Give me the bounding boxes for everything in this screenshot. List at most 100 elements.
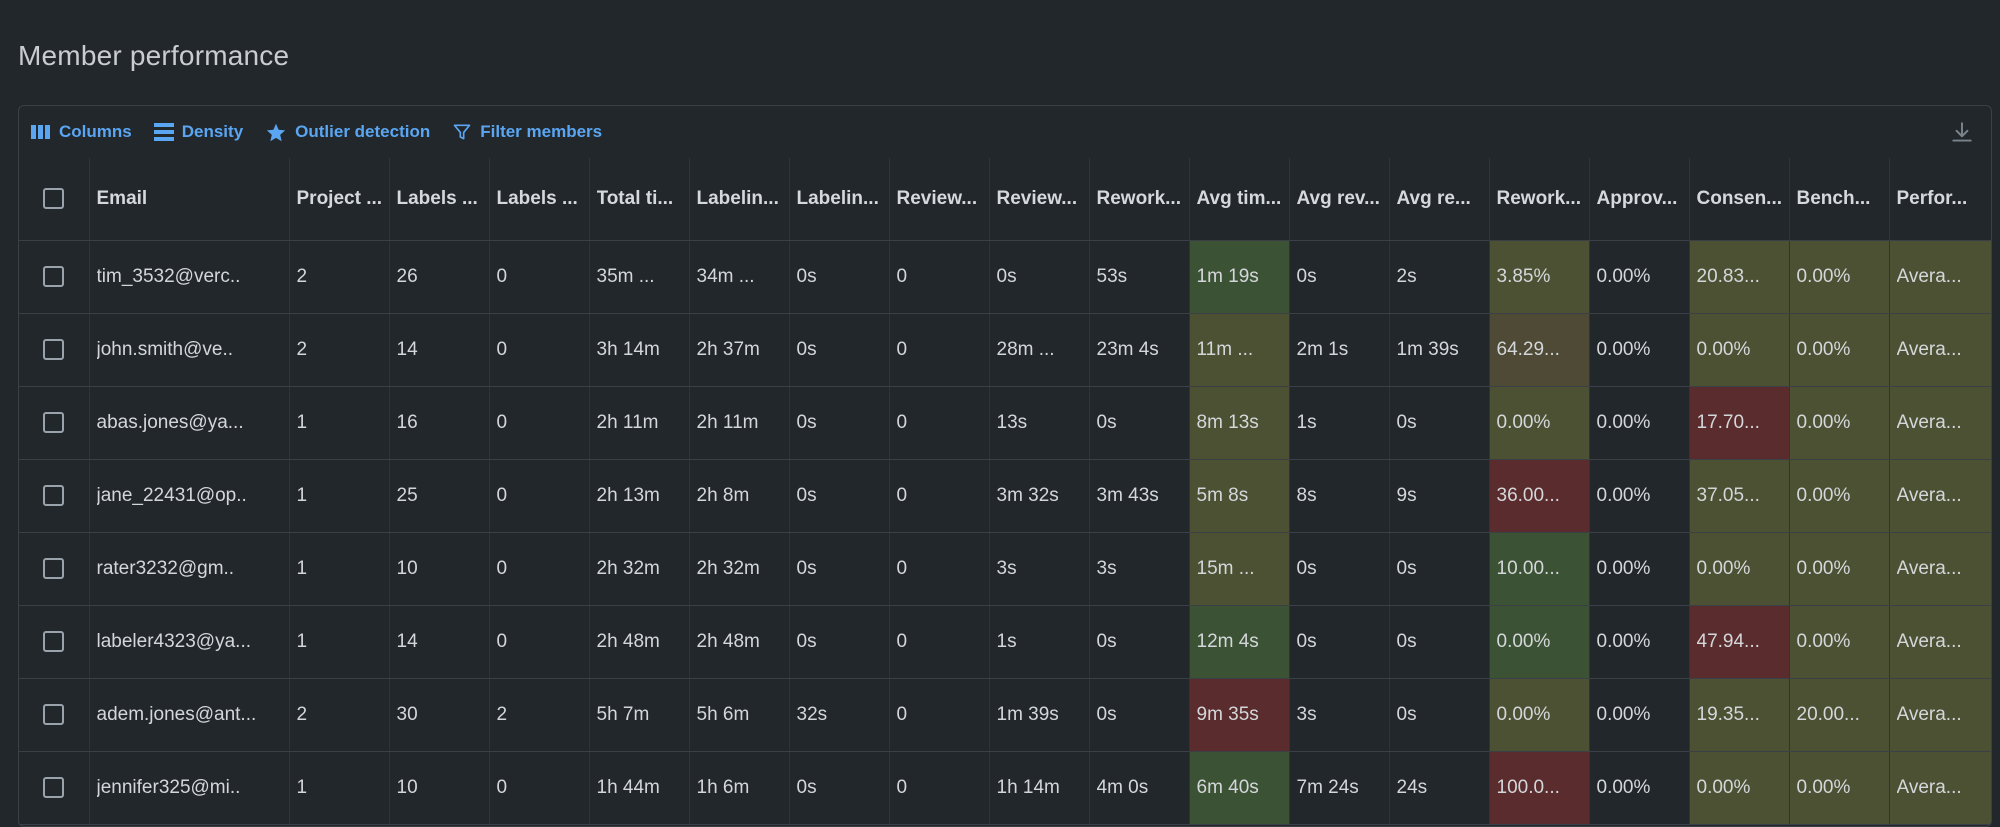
table-cell: 8m 13s	[1189, 386, 1290, 460]
table-row[interactable]: abas.jones@ya... 1 16 0 2h 11m 2h 11m 0s 0 13s 0s…	[19, 386, 1991, 460]
download-button[interactable]	[1949, 120, 1975, 151]
table-cell: Avera...	[1889, 532, 1991, 606]
outlier-detection-button[interactable]: Outlier detection	[265, 122, 430, 143]
table-cell: 0.00%	[1789, 459, 1890, 533]
cell-value: 2	[296, 704, 308, 725]
select-all-checkbox[interactable]	[19, 158, 90, 241]
cell-value: 0s	[796, 777, 817, 798]
column-header-label: Review...	[996, 188, 1078, 209]
cell-value: 0	[896, 704, 908, 725]
column-header[interactable]: Total ti...	[589, 158, 690, 241]
table-cell: 0.00%	[1589, 240, 1690, 314]
table-cell: 26	[389, 240, 490, 314]
table-cell: 2	[489, 678, 590, 752]
column-header[interactable]: Rework...	[1089, 158, 1190, 241]
column-header[interactable]: Avg re...	[1389, 158, 1490, 241]
table-row[interactable]: jane_22431@op.. 1 25 0 2h 13m 2h 8m 0s 0 3m 32s 3…	[19, 459, 1991, 533]
cell-value: 0.00%	[1496, 704, 1551, 725]
table-cell: 16	[389, 386, 490, 460]
row-checkbox[interactable]	[19, 605, 90, 679]
cell-value: 1h 14m	[996, 777, 1060, 798]
column-header[interactable]: Project ...	[289, 158, 390, 241]
row-checkbox[interactable]	[19, 313, 90, 387]
column-header[interactable]: Rework...	[1489, 158, 1590, 241]
cell-value: 0.00%	[1596, 631, 1651, 652]
column-header[interactable]: Approv...	[1589, 158, 1690, 241]
table-header-row: Email Project ... Labels ... Labels ... Tota…	[19, 158, 1991, 241]
table-cell: 0.00%	[1589, 386, 1690, 460]
table-cell: 0s	[789, 313, 890, 387]
cell-value: 7m 24s	[1296, 777, 1359, 798]
column-header[interactable]: Consen...	[1689, 158, 1790, 241]
table-cell: 2h 32m	[689, 532, 790, 606]
cell-value: 0s	[1296, 266, 1317, 287]
cell-value: 26	[396, 266, 418, 287]
row-checkbox[interactable]	[19, 678, 90, 752]
table-cell: 0.00%	[1589, 532, 1690, 606]
column-header[interactable]: Avg tim...	[1189, 158, 1290, 241]
cell-value: 0.00%	[1796, 777, 1851, 798]
table-row[interactable]: adem.jones@ant... 2 30 2 5h 7m 5h 6m 32s 0 1m 39…	[19, 678, 1991, 752]
table-row[interactable]: tim_3532@verc.. 2 26 0 35m ... 34m ... 0s 0 0s 53…	[19, 240, 1991, 314]
density-button[interactable]: Density	[153, 122, 243, 142]
table-row[interactable]: labeler4323@ya... 1 14 0 2h 48m 2h 48m 0s 0 1s 0s…	[19, 605, 1991, 679]
filter-members-label: Filter members	[480, 122, 603, 141]
table-cell: 0s	[789, 240, 890, 314]
cell-value: 10	[396, 777, 418, 798]
column-header[interactable]: Labelin...	[689, 158, 790, 241]
column-header[interactable]: Perfor...	[1889, 158, 1991, 241]
column-header[interactable]: Bench...	[1789, 158, 1890, 241]
cell-value: 0	[896, 631, 908, 652]
cell-value: 0.00%	[1796, 412, 1851, 433]
column-header[interactable]: Labels ...	[489, 158, 590, 241]
columns-button[interactable]: Columns	[31, 122, 132, 142]
table-row[interactable]: john.smith@ve.. 2 14 0 3h 14m 2h 37m 0s 0 28m ..…	[19, 313, 1991, 387]
column-header[interactable]: Labels ...	[389, 158, 490, 241]
column-header[interactable]: Email	[89, 158, 290, 241]
checkbox-icon	[43, 266, 65, 288]
cell-value: 19.35...	[1696, 704, 1760, 725]
filter-members-button[interactable]: Filter members	[452, 122, 602, 142]
table-cell: 0s	[1389, 605, 1490, 679]
table-row[interactable]: jennifer325@mi.. 1 10 0 1h 44m 1h 6m 0s 0 1h 14m…	[19, 751, 1991, 825]
cell-value: 0s	[1396, 412, 1417, 433]
table-cell: 36.00...	[1489, 459, 1590, 533]
cell-value: 9s	[1396, 485, 1417, 506]
table-cell: 5h 7m	[589, 678, 690, 752]
row-checkbox[interactable]	[19, 751, 90, 825]
table-cell: 0.00%	[1589, 313, 1690, 387]
table-cell: 0s	[789, 751, 890, 825]
row-checkbox[interactable]	[19, 459, 90, 533]
cell-value: 37.05...	[1696, 485, 1760, 506]
members-table: Email Project ... Labels ... Labels ... Tota…	[19, 158, 1991, 825]
checkbox-icon	[43, 777, 65, 799]
row-checkbox[interactable]	[19, 532, 90, 606]
table-row[interactable]: rater3232@gm.. 1 10 0 2h 32m 2h 32m 0s 0 3s 3s 15m…	[19, 532, 1991, 606]
row-checkbox[interactable]	[19, 386, 90, 460]
cell-value: 15m ...	[1196, 558, 1255, 579]
outlier-detection-label: Outlier detection	[295, 122, 431, 141]
cell-value: 2h 32m	[596, 558, 660, 579]
cell-value: Avera...	[1896, 704, 1962, 725]
column-header-label: Perfor...	[1896, 188, 1968, 209]
column-header-label: Total ti...	[596, 188, 674, 209]
cell-value: 14	[396, 631, 418, 652]
table-cell: 10	[389, 532, 490, 606]
table-cell: 0.00%	[1589, 459, 1690, 533]
cell-value: 0.00%	[1496, 631, 1551, 652]
table-cell: 0.00%	[1789, 386, 1890, 460]
column-header[interactable]: Review...	[989, 158, 1090, 241]
table-cell: 0s	[989, 240, 1090, 314]
table-cell: 1	[289, 605, 390, 679]
column-header[interactable]: Labelin...	[789, 158, 890, 241]
table-cell: 1	[289, 459, 390, 533]
column-header[interactable]: Avg rev...	[1289, 158, 1390, 241]
cell-value: 23m 4s	[1096, 339, 1159, 360]
cell-value: 1m 39s	[1396, 339, 1459, 360]
column-header[interactable]: Review...	[889, 158, 990, 241]
row-checkbox[interactable]	[19, 240, 90, 314]
table-cell: Avera...	[1889, 386, 1991, 460]
cell-value: 2	[496, 704, 508, 725]
cell-value: 0.00%	[1696, 339, 1751, 360]
cell-value: 5h 6m	[696, 704, 750, 725]
